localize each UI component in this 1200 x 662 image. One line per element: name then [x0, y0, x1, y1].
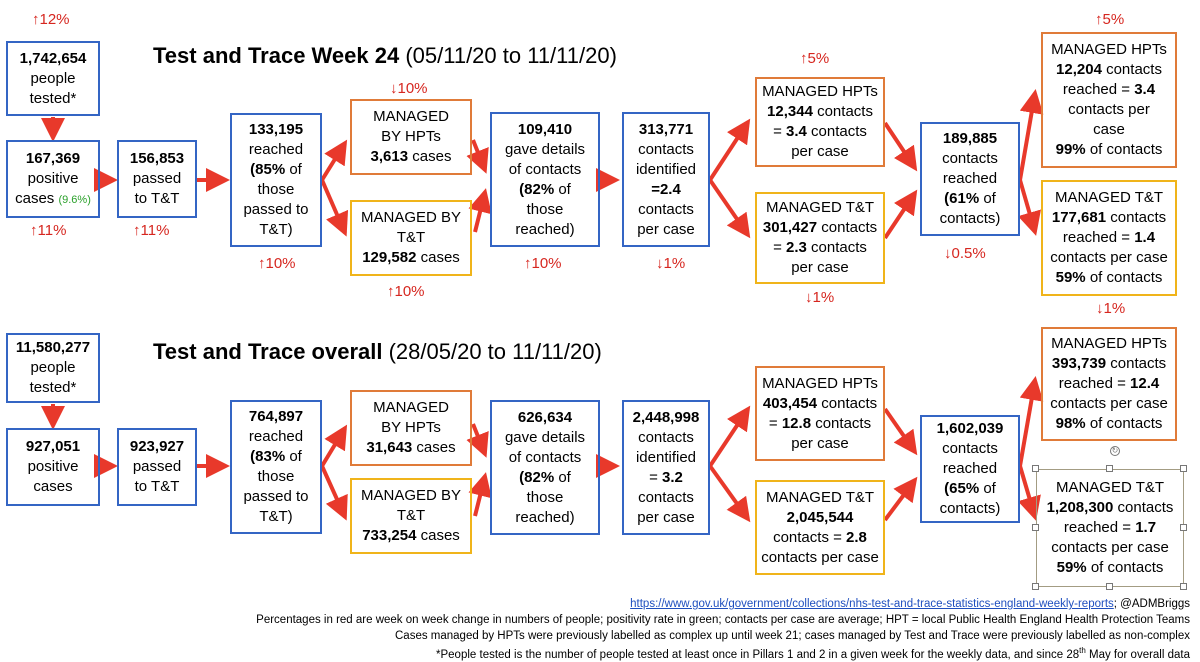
box-overall-gave-details: 626,634 gave details of contacts (82% of… — [490, 400, 600, 535]
box-overall-hpt-reached: MANAGED HPTs 393,739 contacts reached = … — [1041, 327, 1177, 441]
resize-handle-middle-left[interactable] — [1032, 524, 1039, 531]
box-gave-details: 109,410 gave details of contacts (82% of… — [490, 112, 600, 247]
arrow-reached-to-hpt — [320, 139, 348, 182]
arrow-reached-to-tt — [320, 179, 349, 237]
arrow-overall-reached-to-tt — [320, 465, 348, 521]
box-overall-reached: 764,897 reached (83% of those passed to … — [230, 400, 322, 534]
box-reached: 133,195 reached (85% of those passed to … — [230, 113, 322, 247]
box-overall-contacts-reached: 1,602,039 contacts reached (65% of conta… — [920, 415, 1020, 523]
arrow-reached-to-tt2 — [1017, 179, 1041, 236]
change-contacts-reached: ↓0.5% — [944, 245, 986, 262]
resize-handle-top-left[interactable] — [1032, 465, 1039, 472]
resize-handle-top-center[interactable] — [1106, 465, 1113, 472]
footnote-2: Cases managed by HPTs were previously la… — [395, 630, 1190, 642]
change-passed: ↑11% — [133, 222, 170, 239]
change-reached: ↑10% — [258, 255, 296, 272]
box-tt-contacts: MANAGED T&T 301,427 contacts = 2.3 conta… — [755, 192, 885, 284]
change-hpt-contacts: ↑5% — [800, 50, 830, 67]
resize-handle-middle-right[interactable] — [1180, 524, 1187, 531]
arrow-overall-reached-to-hpt2 — [1018, 376, 1044, 467]
box-overall-tt-contacts: MANAGED T&T 2,045,544 contacts = 2.8 con… — [755, 480, 885, 575]
arrow-tt-to-gave — [468, 188, 492, 233]
resize-handle-bottom-center[interactable] — [1106, 583, 1113, 590]
box-overall-hpt-contacts: MANAGED HPTs 403,454 contacts = 12.8 con… — [755, 366, 885, 461]
change-contacts: ↓1% — [656, 255, 686, 272]
change-hpt-reached: ↑5% — [1095, 11, 1125, 28]
box-contacts-identified: 313,771 contacts identified =2.4 contact… — [622, 112, 710, 247]
resize-handle-bottom-right[interactable] — [1180, 583, 1187, 590]
box-overall-tt-cases: MANAGED BY T&T 733,254 cases — [350, 478, 472, 554]
box-people-tested: 1,742,654 people tested* — [6, 41, 100, 116]
change-tt-contacts: ↓1% — [805, 289, 835, 306]
box-positive-cases: 167,369 positive cases (9.6%) — [6, 140, 100, 218]
arrow-contacts-to-hpt — [708, 118, 751, 182]
box-tt-cases: MANAGED BY T&T 129,582 cases — [350, 200, 472, 276]
arrow-overall-hpt-to-gave — [466, 423, 489, 458]
arrow-overall-reached-to-hpt — [320, 424, 348, 468]
arrow-tt-to-reached — [883, 189, 918, 240]
box-hpt-reached: MANAGED HPTs 12,204 contacts reached = 3… — [1041, 32, 1177, 168]
arrow-overall-hpt-to-reached — [883, 407, 918, 456]
change-tt-reached: ↓1% — [1096, 300, 1126, 317]
arrow-overall-reached-to-tt2 — [1017, 465, 1041, 521]
box-overall-hpt-cases: MANAGED BY HPTs 31,643 cases — [350, 390, 472, 466]
arrow-overall-tt-to-reached — [883, 476, 918, 522]
box-contacts-reached: 189,885 contacts reached (61% of contact… — [920, 122, 1020, 236]
footnote-1: Percentages in red are week on week chan… — [256, 614, 1190, 626]
box-overall-passed: 923,927 passed to T&T — [117, 428, 197, 506]
change-gave: ↑10% — [524, 255, 562, 272]
change-tt-cases: ↑10% — [387, 283, 425, 300]
positivity-rate: (9.6%) — [58, 193, 91, 206]
arrow-hpt-to-reached — [883, 121, 918, 172]
box-overall-contacts-identified: 2,448,998 contacts identified = 3.2 cont… — [622, 400, 710, 535]
overall-title: Test and Trace overall (28/05/20 to 11/1… — [153, 339, 602, 364]
rotate-handle-icon[interactable]: ↻ — [1110, 446, 1120, 456]
box-overall-people-tested: 11,580,277 people tested* — [6, 333, 100, 403]
box-hpt-cases: MANAGED BY HPTs 3,613 cases — [350, 99, 472, 175]
box-passed: 156,853 passed to T&T — [117, 140, 197, 218]
arrow-reached-to-hpt2 — [1018, 89, 1044, 181]
change-hpt-cases: ↓10% — [390, 80, 428, 97]
box-overall-tt-reached[interactable]: MANAGED T&T 1,208,300 contacts reached =… — [1036, 469, 1184, 587]
author-handle: ; @ADMBriggs — [1113, 598, 1190, 610]
source-link[interactable]: https://www.gov.uk/government/collection… — [630, 598, 1114, 610]
source-line: https://www.gov.uk/government/collection… — [630, 598, 1190, 610]
arrow-overall-contacts-to-tt — [708, 464, 751, 523]
footnote-3: *People tested is the number of people t… — [436, 646, 1190, 661]
box-overall-positive-cases: 927,051 positive cases — [6, 428, 100, 506]
box-tt-reached: MANAGED T&T 177,681 contacts reached = 1… — [1041, 180, 1177, 296]
change-tested: ↑12% — [32, 11, 70, 28]
change-positive: ↑11% — [30, 222, 67, 239]
arrow-overall-contacts-to-hpt — [708, 405, 751, 468]
arrow-overall-tt-to-gave — [468, 472, 492, 517]
resize-handle-top-right[interactable] — [1180, 465, 1187, 472]
arrow-contacts-to-tt — [708, 178, 751, 239]
week-title: Test and Trace Week 24 (05/11/20 to 11/1… — [153, 43, 617, 68]
box-hpt-contacts: MANAGED HPTs 12,344 contacts = 3.4 conta… — [755, 77, 885, 167]
resize-handle-bottom-left[interactable] — [1032, 583, 1039, 590]
arrow-hpt-to-gave — [466, 139, 489, 174]
